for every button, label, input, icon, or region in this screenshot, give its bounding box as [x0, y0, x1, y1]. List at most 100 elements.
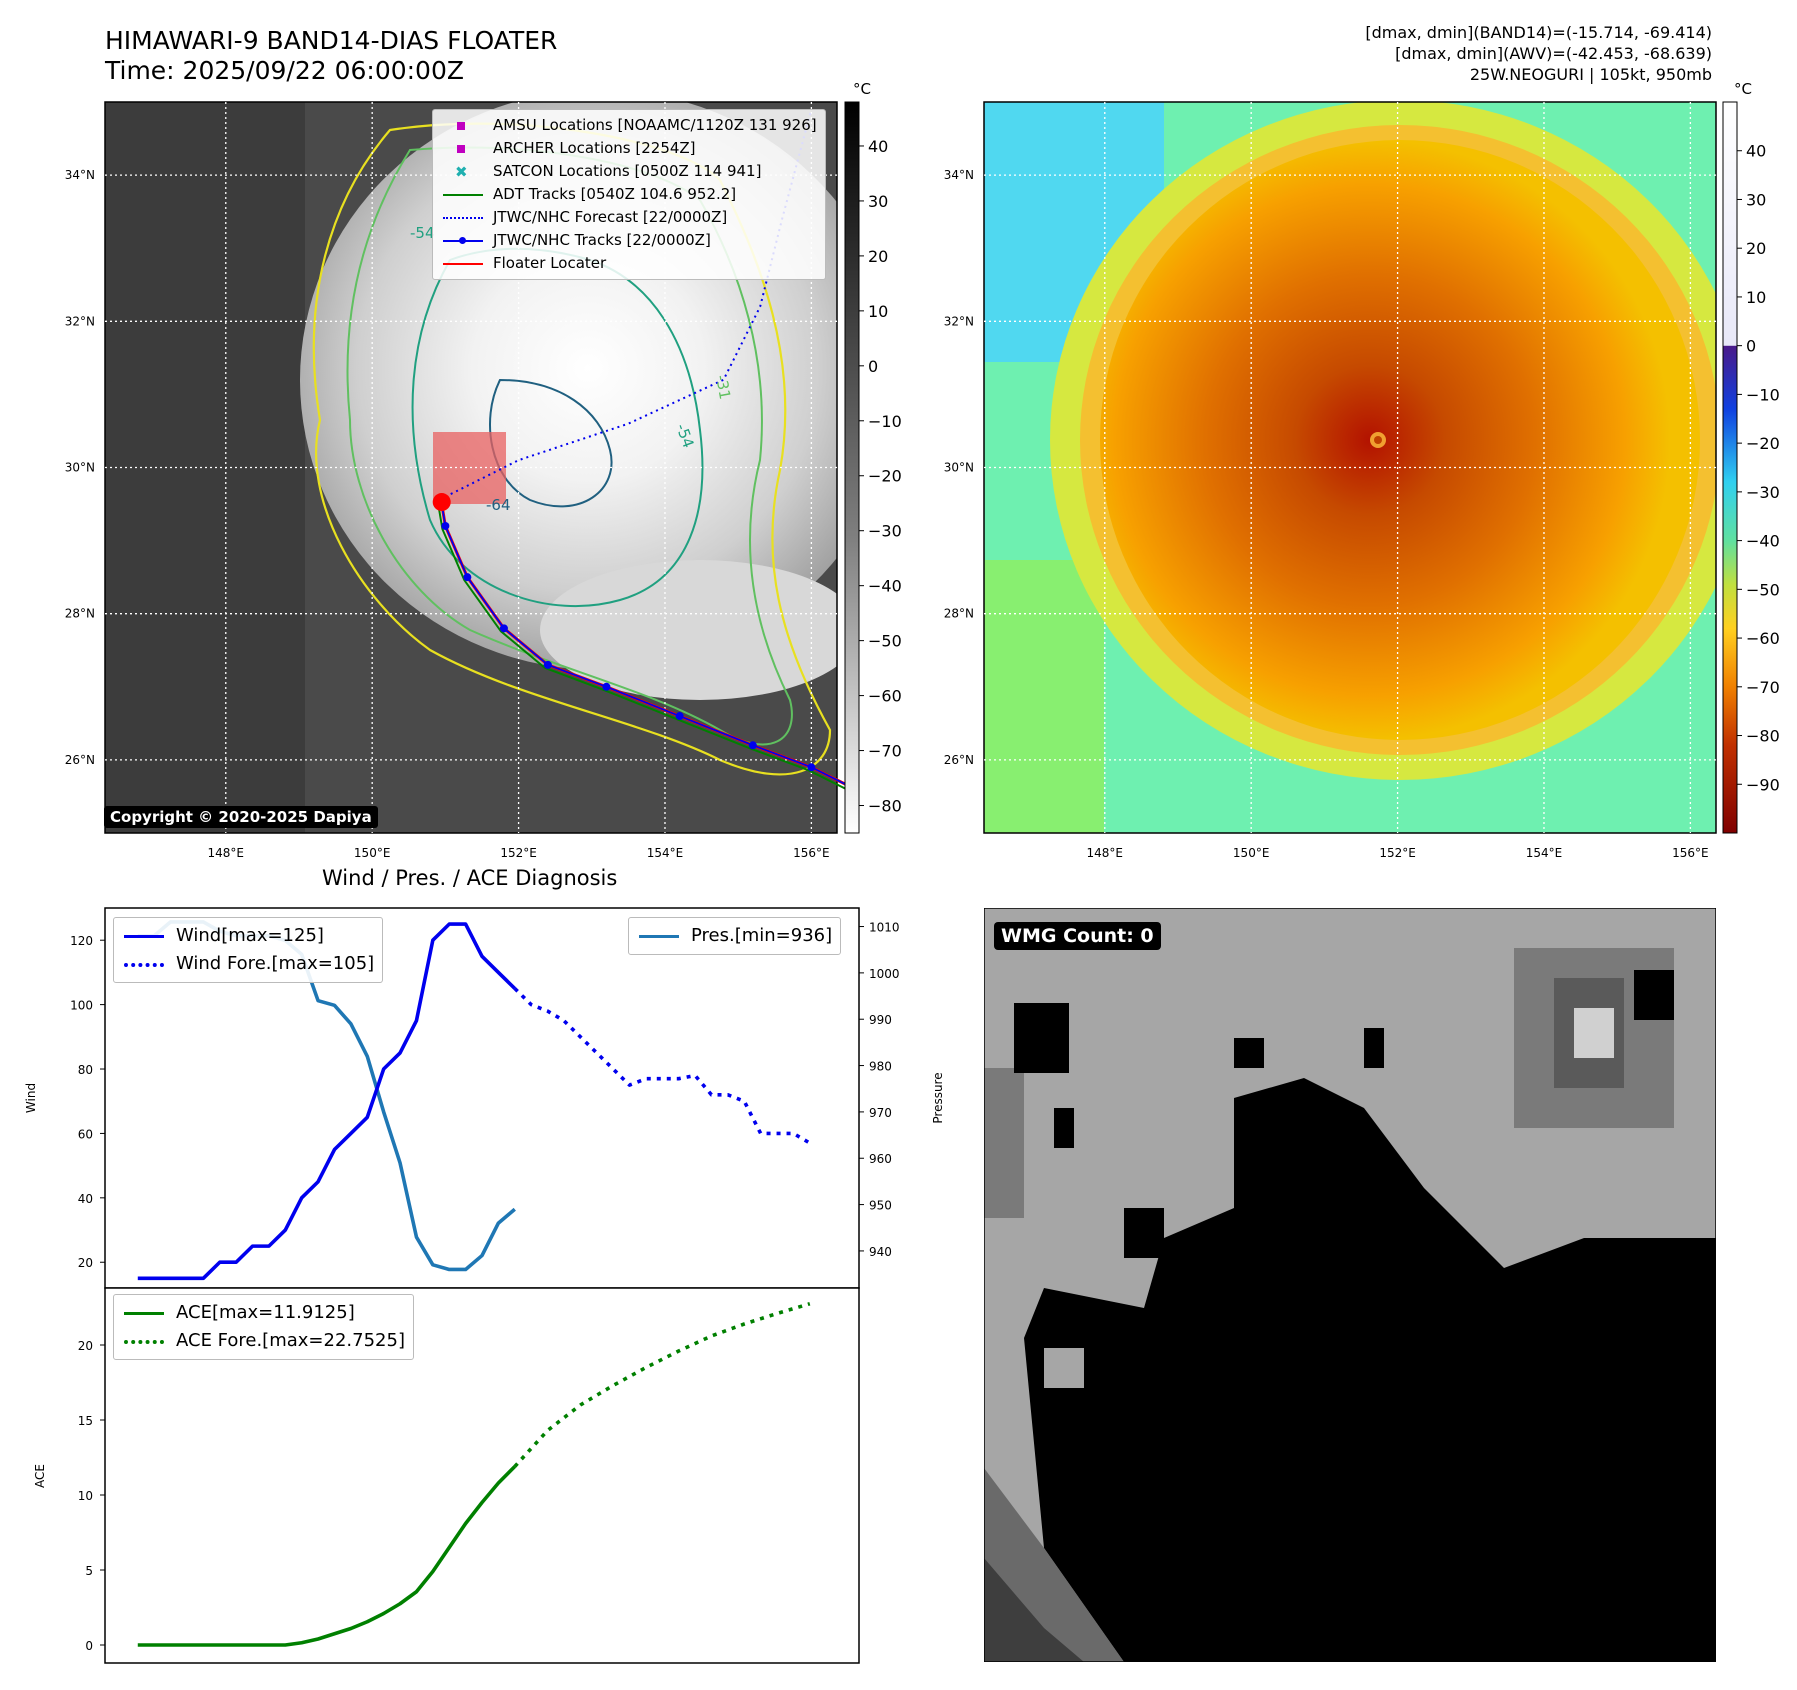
colorbar-tick-label: 0 — [868, 357, 878, 376]
pressure-tick-label: 950 — [869, 1199, 892, 1213]
pressure-tick-label: 970 — [869, 1106, 892, 1120]
lon-tick-label: 156°E — [793, 846, 830, 860]
lon-tick-label: 152°E — [1379, 846, 1416, 860]
color-colorbar — [1722, 101, 1738, 834]
stats-title: [dmax, dmin](BAND14)=(-15.714, -69.414) … — [1365, 22, 1712, 85]
legend-ace-label: ACE[max=11.9125] — [176, 1302, 355, 1323]
colorbar-tick-label: 10 — [1746, 288, 1766, 307]
lon-tick-label: 152°E — [500, 846, 537, 860]
lat-tick-label: 28°N — [944, 607, 974, 621]
colorbar-tick-label: 40 — [868, 137, 888, 156]
ace-forecast-line — [513, 1302, 811, 1468]
legend-wind: Wind[max=125] — [122, 922, 374, 950]
lat-tick-label: 34°N — [944, 168, 974, 182]
ir-map-panel: 148°E 150°E 152°E 154°E 156°E 34°N 32°N 30°N 28°… — [65, 80, 1780, 860]
jtwc-line-icon — [441, 235, 485, 247]
colorbar-tick-label: −60 — [868, 687, 902, 706]
colorbar-tick-label: 30 — [1746, 190, 1766, 209]
wind-line-icon — [122, 930, 166, 942]
colorbar-tick-label: −30 — [868, 522, 902, 541]
ace-tick-label: 0 — [85, 1639, 93, 1653]
adt-track-line — [437, 506, 853, 794]
jtwc-track-point — [441, 521, 450, 530]
colorbar-tick-label: 20 — [1746, 239, 1766, 258]
colorbar-tick-label: −60 — [1746, 629, 1780, 648]
stats-band14: [dmax, dmin](BAND14)=(-15.714, -69.414) — [1365, 23, 1712, 42]
lat-tick-label: 32°N — [65, 314, 95, 328]
legend-amsu-label: AMSU Locations [NOAAMC/1120Z 131 926] — [493, 116, 817, 134]
gray-colorbar-unit: °C — [853, 80, 871, 98]
lat-tick-label: 32°N — [944, 314, 974, 328]
lon-tick-label: 150°E — [354, 846, 391, 860]
archer-marker-icon — [441, 143, 485, 155]
color-colorbar-unit: °C — [1734, 80, 1752, 98]
lat-tick-label: 34°N — [65, 168, 95, 182]
legend-pressure-label: Pres.[min=936] — [691, 925, 833, 946]
ace-line — [137, 1465, 517, 1647]
legend-forecast: JTWC/NHC Forecast [22/0000Z] — [441, 206, 817, 229]
colorbar-tick-label: −40 — [868, 577, 902, 596]
color-gridlines — [984, 102, 1716, 833]
wind-tick-label: 120 — [70, 934, 93, 948]
lat-tick-label: 28°N — [65, 607, 95, 621]
jtwc-track-point — [499, 624, 508, 633]
ace-tick-label: 20 — [78, 1339, 93, 1353]
title-satellite: HIMAWARI-9 BAND14-DIAS FLOATER — [105, 26, 558, 55]
jtwc-track-point — [543, 660, 552, 669]
lat-tick-label: 30°N — [65, 461, 95, 475]
colorbar-tick-label: −70 — [868, 742, 902, 761]
colorbar-tick-label: 0 — [1746, 337, 1756, 356]
lat-tick-label: 26°N — [944, 753, 974, 767]
pressure-line-icon — [637, 930, 681, 942]
wind-tick-label: 100 — [70, 999, 93, 1013]
diagnosis-chart: Wind Pressure ACE 2040608010012094095096… — [24, 907, 945, 1664]
legend-wind-label: Wind[max=125] — [176, 925, 324, 946]
legend-floater: Floater Locater — [441, 252, 817, 275]
legend-amsu: AMSU Locations [NOAAMC/1120Z 131 926] — [441, 114, 817, 137]
main-title: HIMAWARI-9 BAND14-DIAS FLOATER Time: 202… — [105, 26, 557, 86]
wind-line — [137, 922, 517, 1281]
legend-wind-forecast-label: Wind Fore.[max=105] — [176, 953, 375, 974]
lon-tick-label: 150°E — [1233, 846, 1270, 860]
legend-archer: ARCHER Locations [2254Z] — [441, 137, 817, 160]
color-ir-image — [984, 102, 1716, 833]
colorbar-tick-label: −30 — [1746, 483, 1780, 502]
legend-wind-forecast: Wind Fore.[max=105] — [122, 950, 374, 978]
legend-adt-label: ADT Tracks [0540Z 104.6 952.2] — [493, 185, 737, 203]
copyright-badge: Copyright © 2020-2025 Dapiya — [104, 806, 378, 828]
ace-tick-label: 5 — [85, 1564, 93, 1578]
storm-center-marker — [432, 493, 451, 512]
colorbar-tick-label: −20 — [1746, 434, 1780, 453]
satcon-marker-icon: ✖ — [455, 162, 468, 181]
colorbar-tick-label: −90 — [1746, 775, 1780, 794]
legend-adt: ADT Tracks [0540Z 104.6 952.2] — [441, 183, 817, 206]
color-colorbar-ticks: 40 30 20 10 0 −10 −20 −30 −40 −50 −60 −70 −80 −90 — [1737, 142, 1780, 794]
ace-line-icon — [122, 1307, 166, 1319]
contour-label-1: -54 — [410, 224, 435, 242]
map-legend: AMSU Locations [NOAAMC/1120Z 131 926] AR… — [432, 109, 826, 280]
lon-tick-label: 154°E — [1526, 846, 1563, 860]
ace-forecast-line-icon — [122, 1335, 166, 1347]
pressure-tick-label: 980 — [869, 1060, 892, 1074]
color-map-ticks: 148°E 150°E 152°E 154°E 156°E 34°N 32°N 30°N 28°… — [944, 168, 1709, 860]
colorbar-tick-label: −40 — [1746, 532, 1780, 551]
legend-forecast-label: JTWC/NHC Forecast [22/0000Z] — [493, 208, 728, 226]
contour-label-2: -64 — [486, 496, 511, 514]
wind-tick-label: 40 — [78, 1192, 93, 1206]
jtwc-track-point — [602, 682, 611, 691]
legend-pressure: Pres.[min=936] — [637, 922, 832, 950]
jtwc-track-point — [807, 763, 816, 772]
legend-satcon-label: SATCON Locations [0500Z 114 941] — [493, 162, 762, 180]
pressure-axis-label: Pressure — [931, 1072, 945, 1123]
jtwc-track-point — [748, 741, 757, 750]
pressure-tick-label: 960 — [869, 1152, 892, 1166]
ace-axis-label: ACE — [33, 1464, 47, 1488]
ace-tick-label: 10 — [78, 1489, 93, 1503]
floater-line-icon — [441, 258, 485, 270]
legend-ace-forecast: ACE Fore.[max=22.7525] — [122, 1327, 405, 1355]
amsu-marker-icon — [441, 120, 485, 132]
lon-tick-label: 156°E — [1672, 846, 1709, 860]
legend-ace: ACE[max=11.9125] — [122, 1299, 405, 1327]
lat-tick-label: 26°N — [65, 753, 95, 767]
colorbar-tick-label: −50 — [868, 632, 902, 651]
